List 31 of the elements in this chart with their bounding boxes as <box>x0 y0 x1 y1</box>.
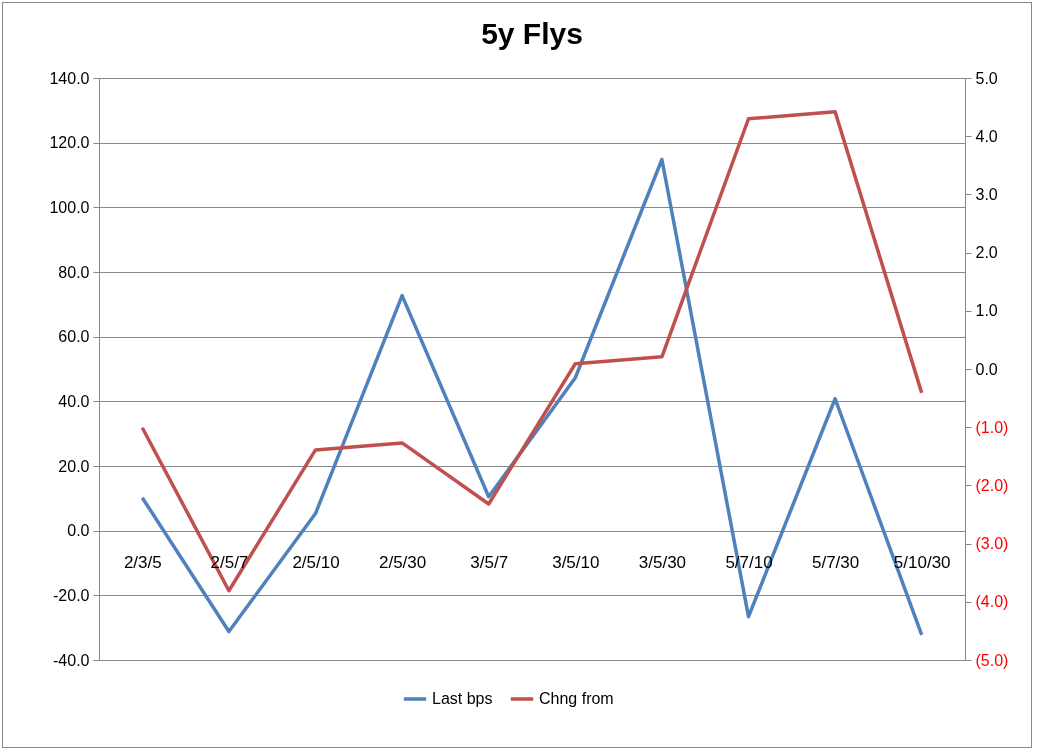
y-tick-label: 20.0 <box>58 457 90 475</box>
y-tick-label: 40.0 <box>58 392 90 410</box>
x-tick-label: 3/5/7 <box>470 553 509 573</box>
y-tick-label: 60.0 <box>58 328 90 346</box>
y-tick-label: 140.0 <box>49 69 90 87</box>
x-tick-label: 3/5/10 <box>552 553 600 573</box>
x-tick-label: 2/5/30 <box>378 553 427 573</box>
y2-tick-label: 3.0 <box>975 185 998 203</box>
y2-tick-label: (1.0) <box>975 418 1009 436</box>
legend-label: Last bps <box>432 690 493 707</box>
y2-tick-label: (5.0) <box>975 651 1009 669</box>
x-tick-label: 2/5/10 <box>292 553 340 573</box>
y-tick-label: 100.0 <box>49 198 90 216</box>
y2-tick-label: 2.0 <box>975 244 998 262</box>
y2-tick-label: 4.0 <box>975 127 998 145</box>
y-tick-label: 80.0 <box>58 263 90 281</box>
y2-tick-label: 1.0 <box>975 302 998 320</box>
y2-tick-label: 0.0 <box>975 360 998 378</box>
y-tick-label: -20.0 <box>53 586 90 604</box>
y2-tick-label: 5.0 <box>975 69 998 87</box>
legend-label: Chng from <box>539 690 614 707</box>
y2-tick-label: (3.0) <box>975 535 1009 553</box>
chart-title: 5y Flys <box>481 17 583 50</box>
y2-tick-label: (4.0) <box>975 593 1009 611</box>
y2-tick-label: (2.0) <box>975 476 1009 494</box>
x-tick-label: 5/7/30 <box>811 553 860 573</box>
y-tick-label: 0.0 <box>67 522 90 540</box>
x-tick-label: 3/5/30 <box>638 553 687 573</box>
y-tick-label: -40.0 <box>53 651 90 669</box>
x-tick-label: 2/3/5 <box>123 553 162 573</box>
y-tick-label: 120.0 <box>49 134 90 152</box>
